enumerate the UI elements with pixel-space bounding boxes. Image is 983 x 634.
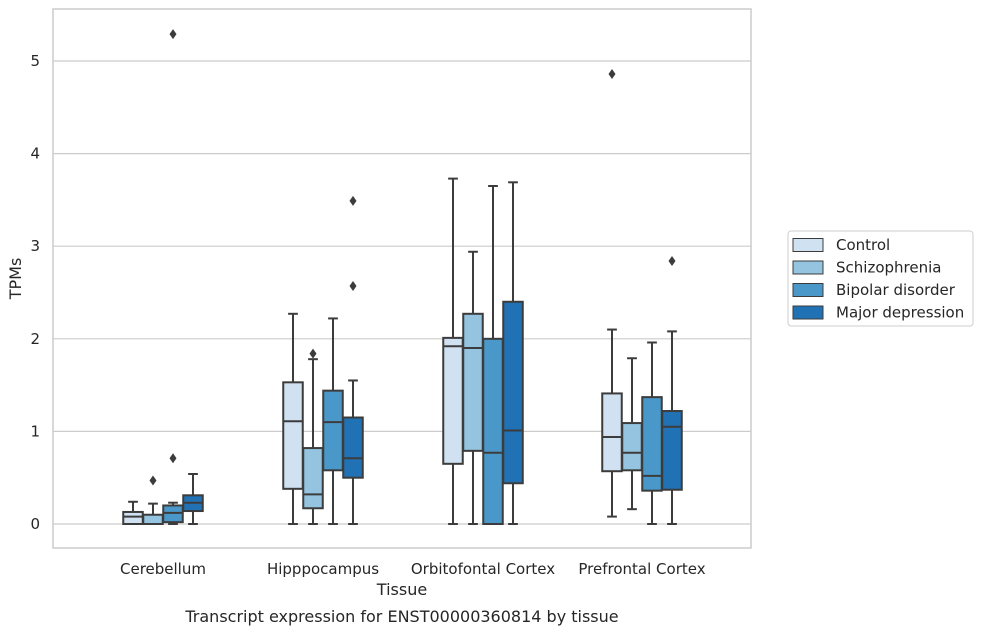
box-control bbox=[282, 312, 304, 525]
y-tick-label: 2 bbox=[30, 330, 40, 348]
outlier-marker bbox=[349, 195, 357, 206]
box-control bbox=[601, 68, 623, 518]
box-control bbox=[122, 500, 144, 526]
box-bipolar-disorder bbox=[482, 185, 504, 525]
x-tick-label: Prefrontal Cortex bbox=[578, 560, 705, 578]
legend-frame bbox=[787, 230, 974, 327]
box-control bbox=[442, 177, 464, 525]
box-iqr bbox=[302, 447, 324, 510]
legend-label-major-depression: Major depression bbox=[836, 304, 964, 322]
box-major-depression bbox=[502, 181, 524, 525]
box-schizophrenia bbox=[621, 357, 643, 511]
box-schizophrenia bbox=[462, 250, 484, 525]
y-tick-label: 4 bbox=[30, 145, 40, 163]
outlier-marker bbox=[149, 475, 157, 486]
x-tick-label: Cerebellum bbox=[120, 560, 206, 578]
box-schizophrenia bbox=[142, 475, 164, 525]
legend: Control Schizophrenia Bipolar disorder Majo… bbox=[787, 230, 974, 327]
y-tick-label: 1 bbox=[30, 422, 40, 440]
box-iqr bbox=[122, 510, 144, 526]
box-major-depression bbox=[182, 472, 204, 525]
legend-label-control: Control bbox=[836, 236, 890, 254]
y-axis-title: TPMs bbox=[6, 258, 25, 301]
box-iqr bbox=[322, 389, 344, 472]
legend-label-bipolar-disorder: Bipolar disorder bbox=[836, 281, 956, 299]
plot-frame bbox=[52, 8, 752, 549]
x-tick-label: Orbitofontal Cortex bbox=[411, 560, 555, 578]
y-tick-label: 3 bbox=[30, 237, 40, 255]
legend-label-schizophrenia: Schizophrenia bbox=[836, 259, 941, 277]
y-tick-label: 0 bbox=[30, 515, 40, 533]
legend-swatch-bipolar-disorder bbox=[792, 283, 824, 297]
x-tick-labels: Cerebellum Hipppocampus Orbitofontal Corte… bbox=[120, 560, 706, 578]
box-iqr bbox=[502, 300, 524, 485]
y-tick-label: 5 bbox=[30, 52, 40, 70]
outlier-marker bbox=[309, 348, 317, 359]
legend-swatch-major-depression bbox=[792, 305, 824, 320]
box-iqr bbox=[482, 337, 504, 525]
legend-swatch-control bbox=[792, 238, 824, 252]
box-iqr bbox=[621, 422, 643, 472]
outlier-marker bbox=[349, 281, 357, 292]
grid-lines bbox=[53, 60, 751, 525]
box-major-depression bbox=[661, 256, 683, 525]
box-plot-area bbox=[122, 29, 683, 526]
box-bipolar-disorder bbox=[322, 317, 344, 525]
box-major-depression bbox=[342, 195, 364, 525]
box-bipolar-disorder bbox=[162, 29, 184, 525]
box-iqr bbox=[442, 336, 464, 465]
outlier-marker bbox=[608, 68, 616, 79]
y-tick-labels: 0 1 2 3 4 5 bbox=[30, 52, 40, 533]
box-schizophrenia bbox=[302, 348, 324, 525]
chart-caption: Transcript expression for ENST0000036081… bbox=[184, 607, 618, 626]
box-iqr bbox=[462, 312, 484, 452]
box-iqr bbox=[142, 513, 164, 525]
x-tick-label: Hipppocampus bbox=[267, 560, 379, 578]
box-iqr bbox=[601, 392, 623, 473]
legend-swatch-schizophrenia bbox=[792, 260, 824, 275]
box-iqr bbox=[282, 381, 304, 490]
outlier-marker bbox=[169, 453, 177, 464]
box-iqr bbox=[661, 410, 683, 491]
outlier-marker bbox=[668, 256, 676, 267]
outlier-marker bbox=[169, 29, 177, 40]
box-iqr bbox=[342, 416, 364, 479]
box-bipolar-disorder bbox=[641, 341, 663, 525]
x-axis-title: Tissue bbox=[376, 580, 427, 599]
